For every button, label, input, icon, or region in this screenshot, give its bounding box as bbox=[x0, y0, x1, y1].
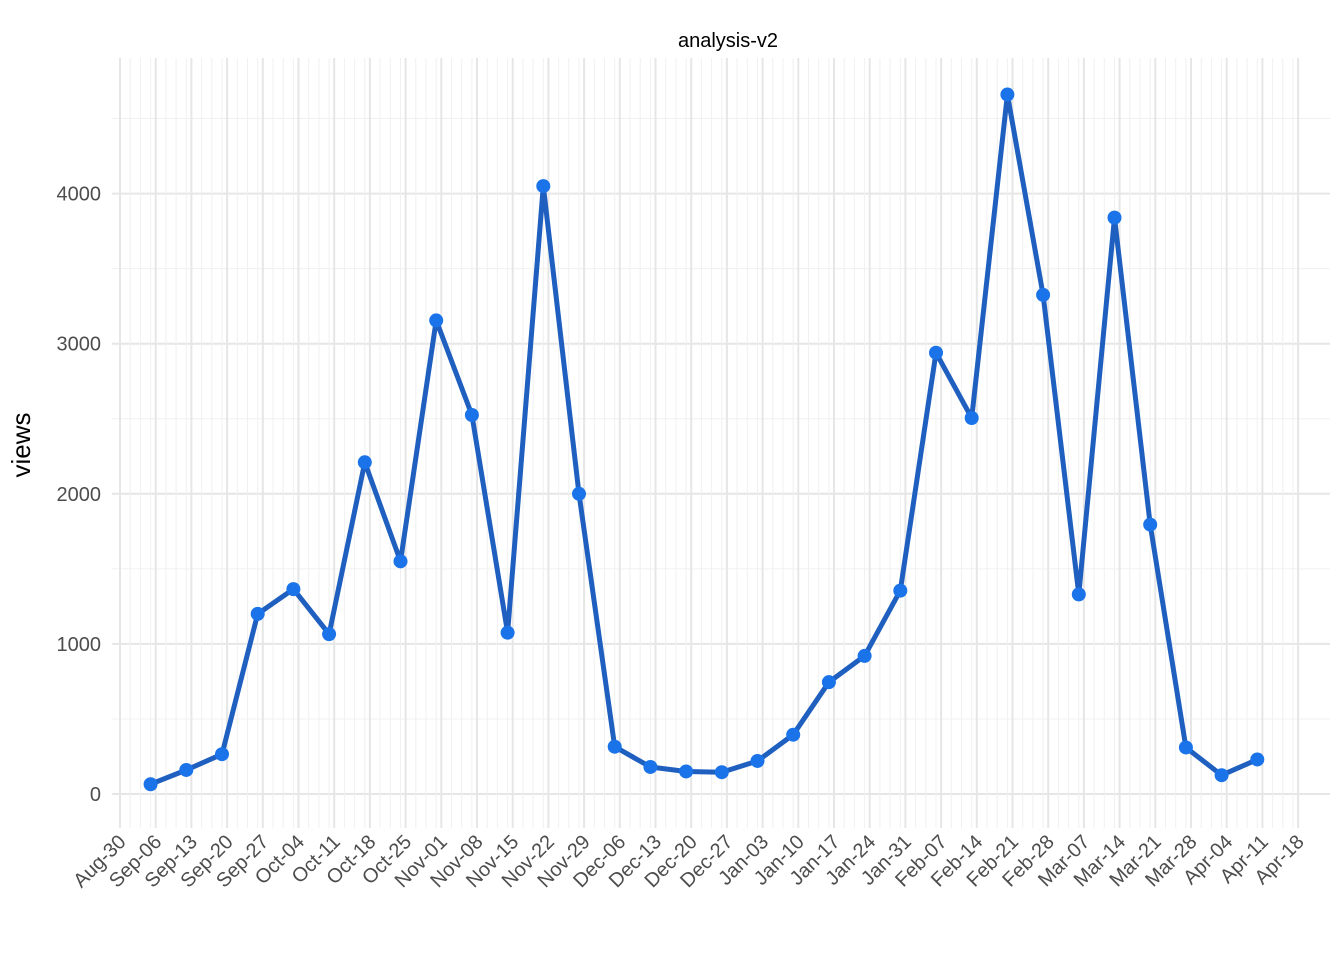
chart-title: analysis-v2 bbox=[678, 30, 778, 52]
data-point bbox=[857, 648, 872, 663]
data-point bbox=[536, 179, 551, 194]
data-points bbox=[143, 87, 1265, 792]
data-point bbox=[429, 313, 444, 328]
data-point bbox=[750, 753, 765, 768]
data-point bbox=[964, 410, 979, 425]
data-point bbox=[143, 777, 158, 792]
data-point bbox=[1250, 752, 1265, 767]
data-point bbox=[1178, 740, 1193, 755]
series-line bbox=[148, 92, 1260, 787]
data-point bbox=[929, 345, 943, 360]
data-point bbox=[500, 625, 515, 640]
y-tick-label: 0 bbox=[90, 784, 101, 806]
data-point bbox=[572, 486, 586, 501]
data-point bbox=[893, 583, 908, 598]
data-point bbox=[393, 554, 408, 569]
data-point bbox=[1071, 587, 1086, 602]
data-point bbox=[357, 455, 372, 470]
data-point bbox=[714, 765, 729, 780]
data-point bbox=[1000, 87, 1015, 102]
data-point bbox=[1214, 768, 1229, 783]
data-point bbox=[215, 747, 229, 762]
data-point bbox=[322, 627, 337, 642]
data-point bbox=[1107, 210, 1122, 225]
y-axis-title: views bbox=[6, 412, 36, 477]
data-point bbox=[607, 739, 622, 754]
y-axis-ticks: 0 1000 2000 3000 4000 bbox=[57, 184, 102, 806]
data-point bbox=[286, 582, 301, 597]
x-axis-ticks: Aug-30Sep-06Sep-13Sep-20Sep-27Oct-04Oct-… bbox=[69, 831, 1308, 892]
y-tick-label: 1000 bbox=[57, 634, 102, 656]
y-tick-label: 2000 bbox=[57, 484, 102, 506]
y-tick-label: 4000 bbox=[57, 184, 102, 206]
data-point bbox=[179, 762, 194, 777]
gridlines bbox=[112, 58, 1330, 828]
data-point bbox=[464, 407, 479, 422]
data-point bbox=[643, 759, 658, 774]
data-point bbox=[250, 606, 265, 621]
data-point bbox=[1036, 287, 1051, 302]
data-point bbox=[679, 764, 694, 779]
y-tick-label: 3000 bbox=[57, 334, 102, 356]
data-point bbox=[821, 675, 836, 690]
data-point bbox=[786, 727, 801, 742]
data-point bbox=[1143, 517, 1158, 532]
